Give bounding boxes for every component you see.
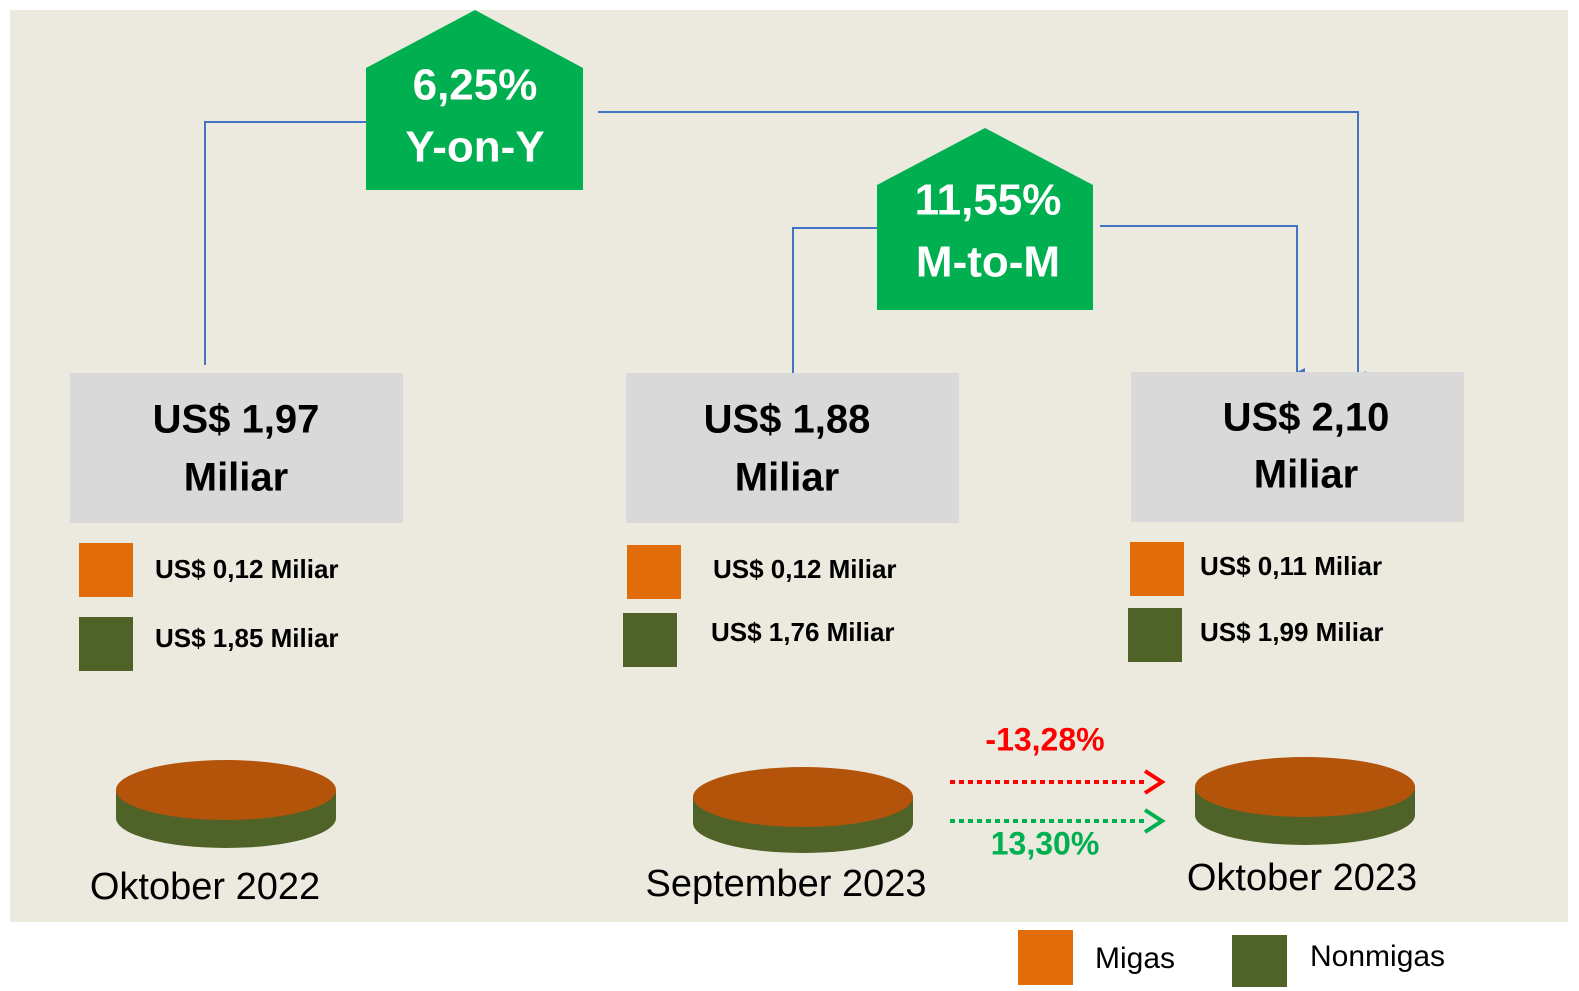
total-box	[70, 373, 403, 523]
nonmigas-swatch	[1128, 608, 1182, 662]
badge	[366, 10, 583, 190]
total-value: US$ 1,97	[153, 398, 320, 442]
migas-swatch	[1130, 542, 1184, 596]
migas-value: US$ 0,12 Miliar	[713, 554, 897, 584]
migas-value: US$ 0,12 Miliar	[155, 554, 339, 584]
nonmigas-change-arrow	[950, 808, 1166, 834]
migas-value: US$ 0,11 Miliar	[1200, 551, 1382, 581]
legend-label: Nonmigas	[1310, 940, 1445, 973]
migas-swatch	[79, 543, 133, 597]
legend-swatch	[1232, 935, 1287, 987]
disk	[116, 760, 336, 848]
period-label: September 2023	[646, 863, 927, 905]
total-unit: Miliar	[1254, 453, 1358, 497]
migas-swatch	[627, 545, 681, 599]
badge-value: 11,55%	[915, 176, 1062, 225]
disk	[693, 767, 913, 853]
total-unit: Miliar	[184, 456, 288, 500]
total-unit: Miliar	[735, 456, 839, 500]
migas-change-arrow	[950, 769, 1166, 795]
nonmigas-value: US$ 1,99 Miliar	[1200, 617, 1384, 647]
nonmigas-value: US$ 1,76 Miliar	[711, 617, 895, 647]
nonmigas-swatch	[79, 617, 133, 671]
nonmigas-value: US$ 1,85 Miliar	[155, 623, 339, 653]
disk	[1195, 757, 1415, 845]
total-value: US$ 2,10	[1223, 396, 1390, 440]
connector	[1100, 225, 1305, 378]
badge-label: Y-on-Y	[405, 123, 544, 172]
badge	[877, 128, 1093, 310]
connector	[204, 121, 366, 365]
period-label: Oktober 2023	[1187, 857, 1417, 899]
nonmigas-change: 13,30%	[991, 825, 1100, 861]
connector	[598, 111, 1366, 381]
badge-label: M-to-M	[916, 238, 1060, 287]
total-value: US$ 1,88	[704, 398, 871, 442]
legend-label: Migas	[1095, 942, 1175, 975]
connector	[792, 227, 877, 375]
badge-value: 6,25%	[413, 61, 538, 110]
legend-swatch	[1018, 930, 1073, 985]
total-box	[1131, 372, 1464, 522]
nonmigas-swatch	[623, 613, 677, 667]
total-box	[626, 373, 959, 523]
period-label: Oktober 2022	[90, 866, 320, 908]
migas-change: -13,28%	[985, 721, 1104, 757]
